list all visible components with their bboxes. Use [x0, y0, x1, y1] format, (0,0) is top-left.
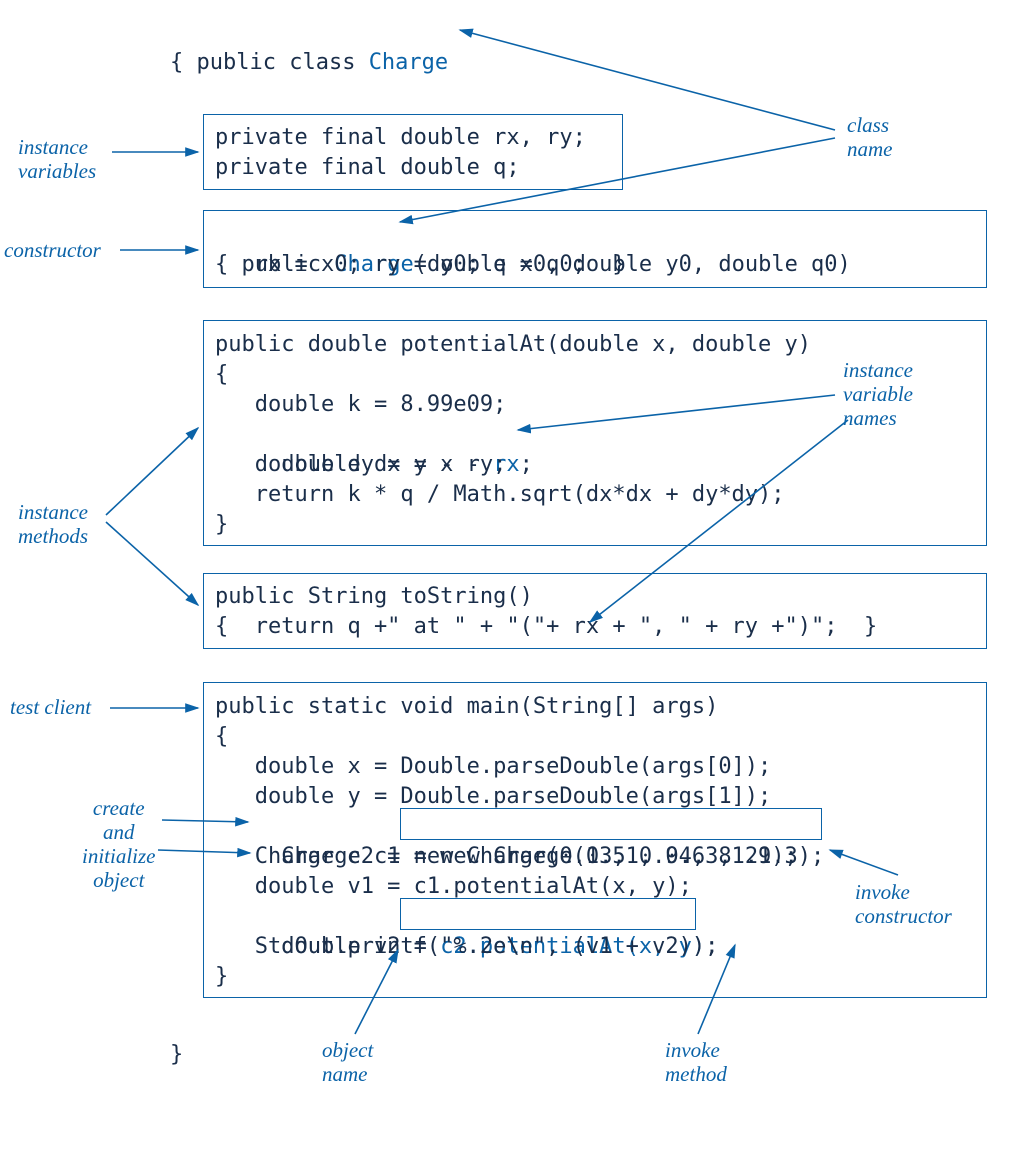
- label-on-l2: name: [322, 1062, 368, 1086]
- class-open-brace: {: [170, 48, 183, 78]
- label-tc-l1: test client: [10, 695, 91, 719]
- label-invoke-constructor: invoke constructor: [855, 880, 952, 928]
- box-c2-call: [400, 898, 696, 930]
- arrow-methods-to-tos: [106, 522, 198, 605]
- label-on-l1: object: [322, 1038, 373, 1062]
- label-ic-l2: constructor: [855, 904, 952, 928]
- label-co-l3: initialize: [82, 844, 156, 868]
- label-instance-variables: instance variables: [18, 135, 96, 183]
- label-ivn-l3: names: [843, 406, 897, 430]
- label-ivn-l2: variable: [843, 382, 913, 406]
- label-class-name-l1: class: [847, 113, 889, 137]
- class-close-brace: }: [170, 1040, 183, 1070]
- label-iv-l2: variables: [18, 159, 96, 183]
- label-co-l1: create: [93, 796, 145, 820]
- label-imth-l1: invoke: [665, 1038, 720, 1062]
- box-constructor: [203, 210, 987, 288]
- class-decl-line: public class Charge: [170, 18, 448, 78]
- label-ic-l1: invoke: [855, 880, 910, 904]
- label-test-client: test client: [10, 695, 91, 719]
- class-name-token: Charge: [369, 50, 448, 75]
- label-iv-l1: instance: [18, 135, 88, 159]
- kw-public-class: public class: [197, 50, 369, 75]
- label-invoke-method: invoke method: [665, 1038, 727, 1086]
- label-co-l2: and: [103, 820, 135, 844]
- box-main: [203, 682, 987, 998]
- label-co-l4: object: [93, 868, 144, 892]
- label-instance-variable-names: instance variable names: [843, 358, 913, 430]
- box-potentialAt: [203, 320, 987, 546]
- label-class-name: class name: [847, 113, 893, 161]
- box-toString: [203, 573, 987, 649]
- arrow-methods-to-pot: [106, 428, 198, 515]
- label-constructor: constructor: [4, 238, 101, 262]
- box-instance-variables: [203, 114, 623, 190]
- label-object-name: object name: [322, 1038, 373, 1086]
- label-ctor-l1: constructor: [4, 238, 101, 262]
- label-create-object: create and initialize object: [82, 796, 156, 892]
- label-im-l1: instance: [18, 500, 88, 524]
- label-imth-l2: method: [665, 1062, 727, 1086]
- label-instance-methods: instance methods: [18, 500, 88, 548]
- label-ivn-l1: instance: [843, 358, 913, 382]
- label-class-name-l2: name: [847, 137, 893, 161]
- box-new-charge: [400, 808, 822, 840]
- label-im-l2: methods: [18, 524, 88, 548]
